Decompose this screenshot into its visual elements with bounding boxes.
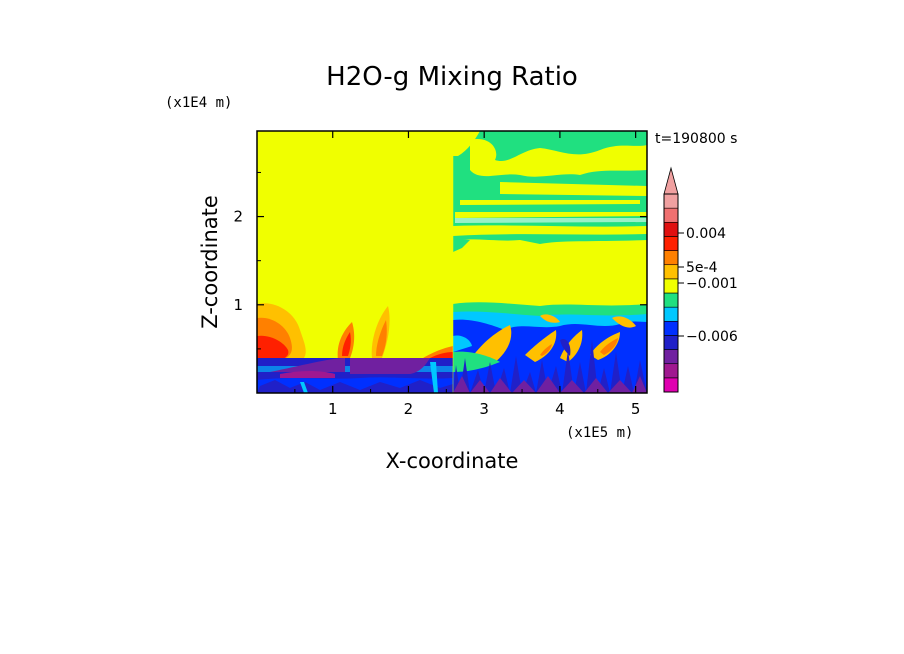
colorbar-label: 5e-4: [686, 260, 718, 276]
x-axis-unit: (x1E5 m): [566, 425, 633, 441]
colorbar-frame: [663, 193, 679, 393]
colorbar-swatch: [663, 221, 679, 237]
colorbar-extend-arrow: [663, 166, 679, 195]
x-tick-label: 3: [479, 400, 489, 418]
colorbar-swatch: [663, 335, 679, 350]
colorbar-swatch: [663, 236, 679, 251]
colorbar-swatch: [663, 278, 679, 294]
x-axis-ticks: 1 2 3 4 5: [294, 131, 641, 418]
contour-left-panel: [257, 131, 453, 393]
colorbar-label: 0.004: [686, 226, 726, 242]
contour-right-panel: [453, 131, 647, 393]
colorbar-swatch: [663, 306, 679, 322]
colorbar-swatch: [663, 377, 679, 393]
plot-frame: [256, 130, 648, 394]
colorbar: 0.004 5e-4−0.001 −0.006: [663, 166, 738, 393]
chart-title: H2O-g Mixing Ratio: [326, 62, 578, 92]
x-tick-label: 1: [328, 400, 338, 418]
x-tick-label: 5: [631, 400, 641, 418]
y-axis-label: Z-coordinate: [198, 195, 222, 329]
x-axis-label: X-coordinate: [386, 449, 519, 473]
colorbar-label: −0.006: [686, 329, 738, 345]
y-axis-ticks: 12: [233, 171, 647, 350]
colorbar-swatch: [663, 207, 679, 223]
colorbar-swatch: [663, 292, 679, 308]
contour-field: [257, 131, 647, 393]
colorbar-swatch: [663, 193, 679, 209]
y-tick-label: 1: [233, 296, 243, 314]
colorbar-label: −0.001: [686, 276, 738, 292]
time-label: t=190800 s: [655, 131, 737, 147]
colorbar-swatch: [663, 363, 679, 379]
colorbar-swatch: [663, 264, 679, 280]
colorbar-swatch: [663, 349, 679, 365]
x-tick-label: 2: [404, 400, 414, 418]
y-axis-unit: (x1E4 m): [165, 95, 232, 111]
x-tick-label: 4: [555, 400, 565, 418]
colorbar-swatch: [663, 320, 679, 336]
colorbar-swatch: [663, 250, 679, 266]
y-tick-label: 2: [233, 208, 243, 226]
